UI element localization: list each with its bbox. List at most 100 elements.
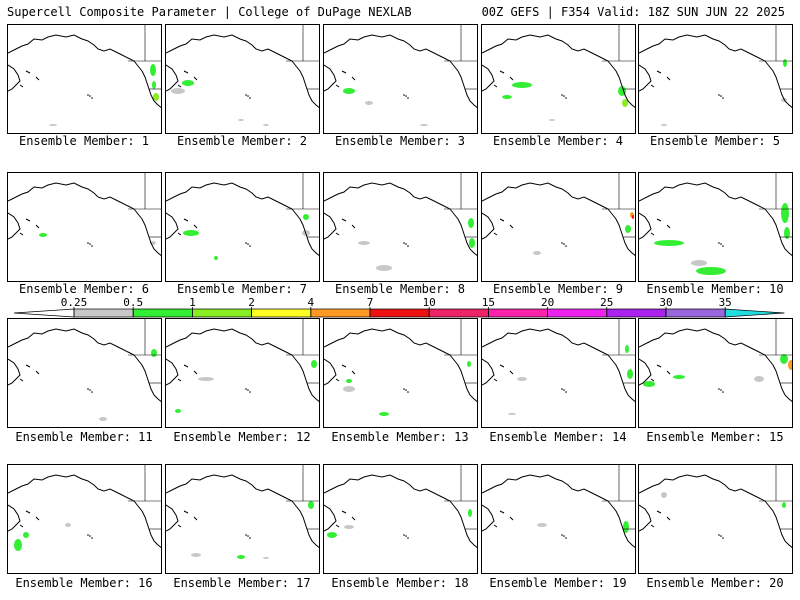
scp-contour-fill [182,80,194,86]
coastline [639,64,652,92]
ensemble-member-map [481,464,636,574]
colorbar-low-triangle [13,308,75,318]
coastline [482,358,495,386]
coastline [324,182,477,257]
hawaii-island [87,242,89,244]
hawaii-island [91,391,93,393]
colorbar-tick-label: 0.25 [61,296,88,309]
coastline [324,212,337,240]
hawaii-island [720,243,722,245]
scp-contour-fill [365,101,373,105]
colorbar-tick-label: 15 [482,296,495,309]
colorbar-segment [251,308,312,318]
coastline [177,364,198,382]
colorbar-segment [73,308,134,318]
scp-contour-fill [691,260,707,266]
hawaii-island [91,245,93,247]
hawaii-island [249,537,251,539]
run-valid-time: 00Z GEFS | F354 Valid: 18Z SUN JUN 22 20… [481,5,785,19]
scp-contour-fill [512,82,532,88]
colorbar-segment [132,308,193,318]
coastline [8,182,161,257]
hawaii-island [565,537,567,539]
scp-contour-fill [49,124,57,126]
map-plot [324,25,477,126]
hawaii-island [245,242,247,244]
scp-contour-fill [754,376,764,382]
colorbar-segment [606,308,667,318]
colorbar: 0.25 0.5 1 2 4 7 10 15 20 25 30 35 [0,296,800,320]
map-plot [639,25,792,126]
coastline [335,364,356,382]
hawaii-island [403,94,405,96]
scp-contour-fill [468,218,474,228]
hawaii-island [563,535,565,537]
scp-contour-fill [781,203,789,223]
scp-contour-fill [696,267,726,275]
coastline [8,328,161,403]
map-plot [324,465,477,549]
chart-title: Supercell Composite Parameter | College … [7,5,412,19]
coastline [650,218,671,236]
hawaii-island [561,242,563,244]
coastline [639,504,652,532]
scp-contour-fill [379,412,389,416]
map-plot [482,319,635,415]
coastline [482,504,495,532]
hawaii-island [561,94,563,96]
scp-contour-fill [783,59,787,67]
coastline [177,510,198,528]
coastline [493,218,514,236]
coastline [8,64,21,92]
colorbar-segment [310,308,371,318]
coastline [335,70,356,88]
ensemble-member-label: Ensemble Member: 3 [334,134,466,148]
hawaii-island [718,94,720,96]
coastline [19,218,40,236]
coastline [482,212,495,240]
coastline [639,182,792,257]
hawaii-island [89,535,91,537]
ensemble-member-label: Ensemble Member: 19 [489,576,627,590]
colorbar-tick-label: 25 [600,296,613,309]
hawaii-island [89,95,91,97]
hawaii-island [563,243,565,245]
colorbar-tick-label: 4 [307,296,314,309]
coastline [177,70,198,88]
coastline [639,328,792,403]
hawaii-island [403,534,405,536]
hawaii-island [561,534,563,536]
scp-contour-fill [183,230,199,236]
hawaii-island [722,245,724,247]
colorbar-tick-label: 7 [367,296,374,309]
coastline [482,182,635,257]
coastline [8,358,21,386]
scp-contour-fill [673,375,685,379]
coastline [482,474,635,549]
ensemble-member-label: Ensemble Member: 11 [15,430,153,444]
hawaii-island [563,95,565,97]
coastline [19,70,40,88]
coastline [324,328,477,403]
hawaii-island [247,535,249,537]
scp-contour-fill [238,119,244,121]
hawaii-island [89,243,91,245]
colorbar-tick-label: 10 [423,296,436,309]
coastline [19,364,40,382]
hawaii-island [405,243,407,245]
ensemble-member-map [481,24,636,134]
scp-contour-fill [358,241,370,245]
scp-contour-fill [468,509,472,517]
scp-contour-fill [643,381,655,387]
colorbar-segment [547,308,608,318]
ensemble-member-label: Ensemble Member: 17 [173,576,311,590]
ensemble-member-label: Ensemble Member: 13 [331,430,469,444]
coastline [166,504,179,532]
hawaii-island [87,388,89,390]
coastline [166,34,319,109]
scp-contour-fill [467,361,471,367]
hawaii-island [565,391,567,393]
coastline [177,218,198,236]
coastline [19,510,40,528]
coastline [166,328,319,403]
